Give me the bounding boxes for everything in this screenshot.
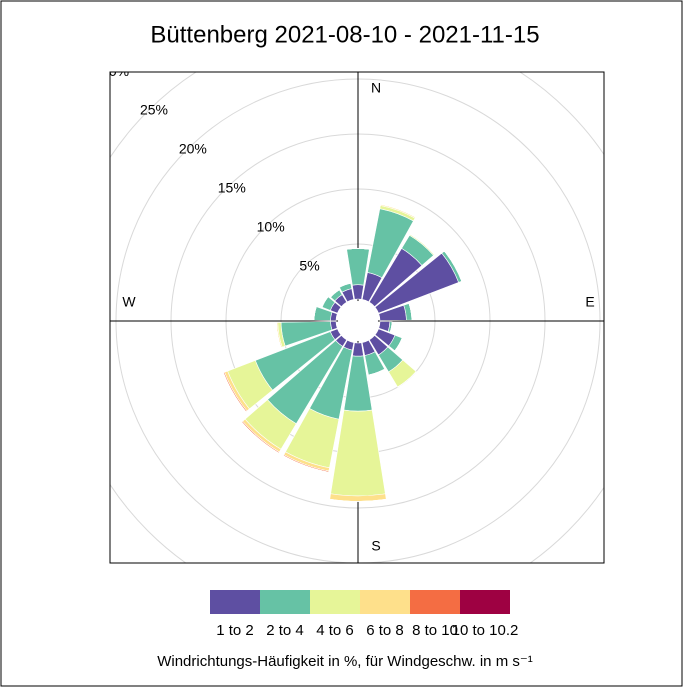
legend-label: 2 to 4 bbox=[266, 622, 304, 639]
r-tick-label: 10% bbox=[257, 218, 285, 234]
legend-label: 1 to 2 bbox=[216, 622, 254, 639]
wedge bbox=[276, 322, 282, 348]
r-tick-label: 5% bbox=[299, 257, 319, 273]
wedge bbox=[351, 284, 365, 300]
wedge bbox=[313, 306, 317, 321]
legend-swatch bbox=[460, 590, 510, 614]
wedge bbox=[241, 421, 279, 454]
legend-swatch bbox=[210, 590, 260, 614]
legend-label: 10 to 10.2 bbox=[452, 622, 519, 639]
legend-label: 6 to 8 bbox=[366, 622, 404, 639]
r-tick-label: 15% bbox=[218, 179, 246, 195]
legend-swatch bbox=[260, 590, 310, 614]
r-tick-label: 30% bbox=[101, 63, 129, 79]
plot: 5% 10% 15% 20% 25% 30% bbox=[101, 63, 604, 563]
compass-label: N bbox=[371, 80, 381, 96]
chart-title: Büttenberg 2021-08-10 - 2021-11-15 bbox=[150, 21, 539, 48]
wedge bbox=[330, 289, 340, 298]
compass-label: E bbox=[585, 294, 594, 310]
legend-label: 8 to 10 bbox=[412, 622, 458, 639]
legend-label: 4 to 6 bbox=[316, 622, 354, 639]
r-tick-label: 20% bbox=[179, 141, 207, 157]
wedge bbox=[223, 372, 247, 412]
wedge bbox=[380, 204, 416, 218]
legend-swatch bbox=[360, 590, 410, 614]
caption: Windrichtungs-Häufigkeit in %, für Windg… bbox=[157, 653, 533, 670]
compass-label: W bbox=[122, 294, 136, 310]
compass-label: S bbox=[371, 538, 380, 554]
wedge bbox=[368, 368, 385, 376]
wedge bbox=[444, 250, 463, 282]
wedge bbox=[352, 342, 364, 357]
center-hole bbox=[338, 301, 378, 341]
r-tick-label: 25% bbox=[140, 102, 168, 118]
wedge bbox=[346, 248, 370, 250]
legend-swatch bbox=[310, 590, 360, 614]
legend-swatch bbox=[410, 590, 460, 614]
panel-border bbox=[109, 71, 605, 564]
wedge bbox=[408, 303, 413, 321]
